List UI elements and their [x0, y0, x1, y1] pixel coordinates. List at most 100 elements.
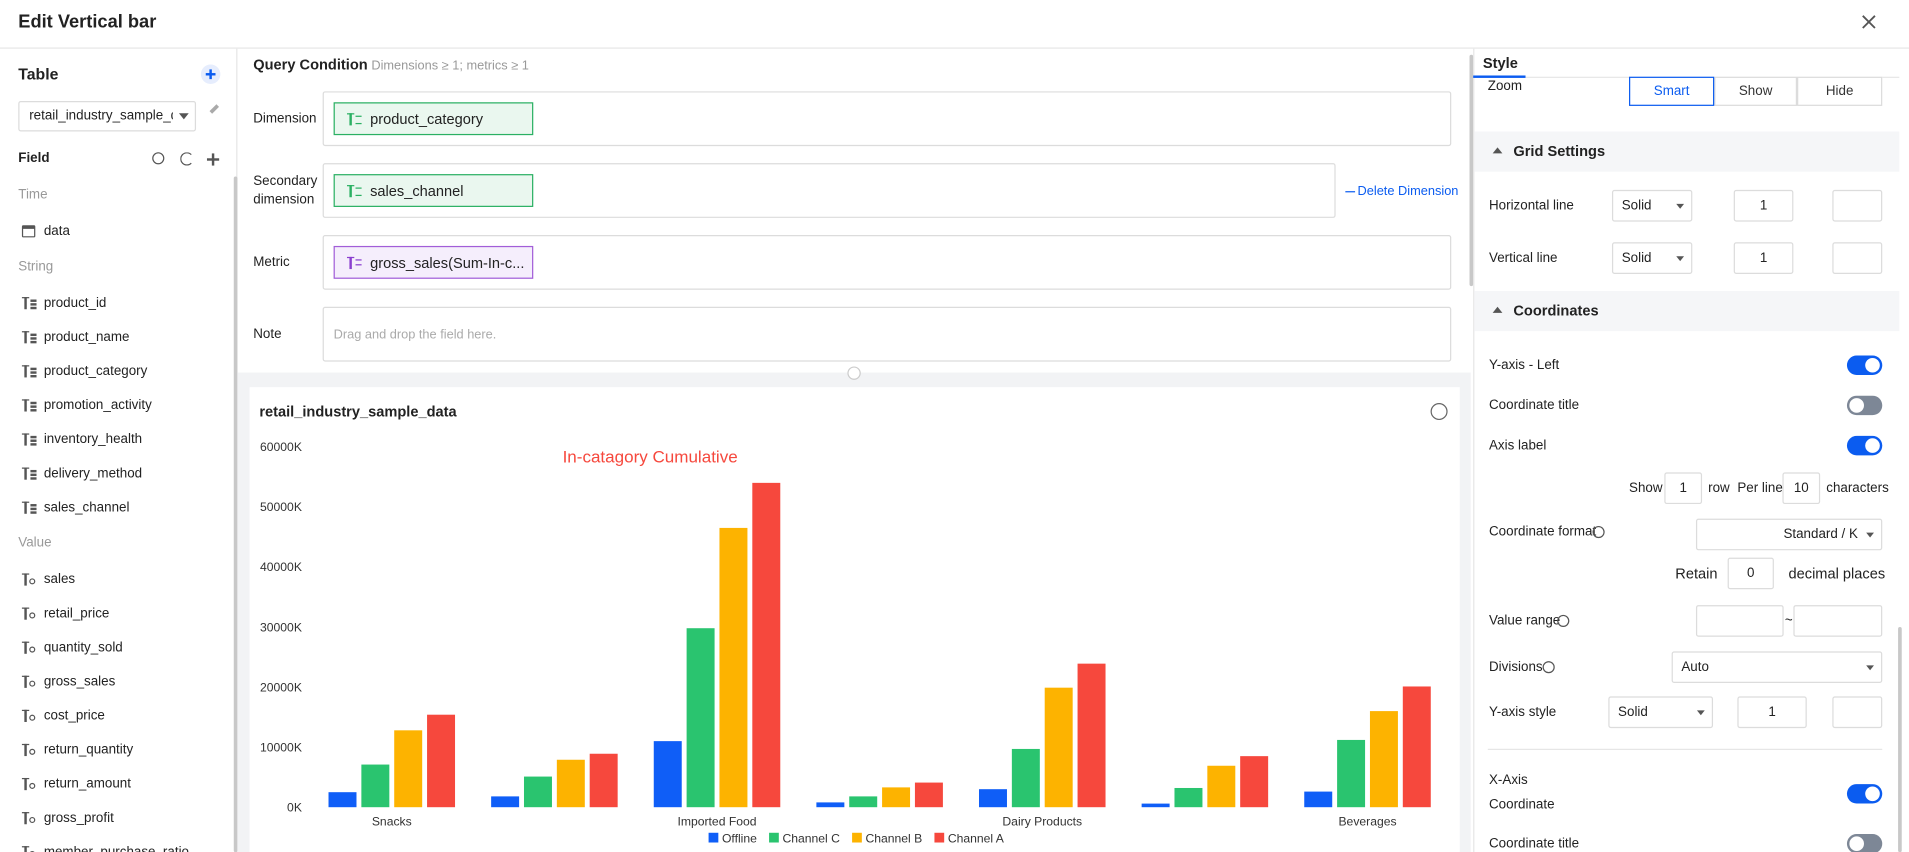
field-chip[interactable]: [333, 245, 534, 279]
input[interactable]: [1832, 189, 1883, 222]
tab: Style: [1482, 54, 1518, 72]
delete-dimension[interactable]: Delete Dimension: [1357, 183, 1459, 198]
y-tick-label: 40000K: [260, 560, 302, 574]
type-icon: [24, 812, 27, 825]
toggle[interactable]: [1846, 355, 1883, 375]
type-icon: [30, 367, 37, 370]
text: row: [1708, 480, 1730, 496]
field-item[interactable]: return_quantity: [43, 742, 134, 758]
table-select[interactable]: [18, 101, 197, 132]
zoom-option[interactable]: [1629, 76, 1715, 106]
field-item[interactable]: gross_profit: [43, 810, 114, 826]
legend-label: Channel A: [948, 832, 1005, 846]
select[interactable]: [1695, 518, 1883, 551]
annotation: In-catagory Cumulative: [563, 448, 738, 467]
select[interactable]: [1608, 696, 1714, 729]
refresh-icon[interactable]: [180, 152, 194, 166]
query-hint: Dimensions ≥ 1; metrics ≥ 1: [371, 58, 529, 74]
field-item[interactable]: product_category: [43, 364, 148, 379]
text: ~: [1784, 613, 1793, 629]
input[interactable]: [1793, 605, 1883, 637]
y-tick-label: 30000K: [260, 620, 302, 634]
zoom-option[interactable]: [1714, 76, 1798, 106]
scrollbar[interactable]: [1898, 627, 1902, 852]
field-group: Time: [18, 187, 48, 203]
field-group: String: [18, 259, 54, 274]
type-icon: [29, 748, 36, 755]
scrollbar[interactable]: [233, 176, 238, 852]
type-icon: [30, 303, 37, 305]
close-button[interactable]: [1862, 15, 1877, 30]
bar: [1077, 663, 1106, 808]
field-label: Axis label: [1489, 438, 1547, 453]
type-icon: [24, 467, 27, 480]
type-icon: [29, 680, 36, 687]
type-icon: [24, 501, 27, 514]
type-icon: [30, 504, 37, 506]
input[interactable]: [1733, 189, 1794, 222]
query-label: Metric: [253, 254, 290, 270]
caret: [1492, 306, 1503, 313]
field-item[interactable]: sales_channel: [43, 500, 130, 516]
field-chip[interactable]: [333, 174, 534, 207]
field-item[interactable]: product_id: [43, 295, 107, 311]
search-icon[interactable]: [152, 152, 165, 165]
zoom-option[interactable]: [1797, 76, 1883, 106]
input[interactable]: [1737, 696, 1807, 729]
bar: [427, 714, 456, 808]
field-item[interactable]: product_name: [43, 329, 130, 345]
type-icon: [30, 374, 37, 377]
input[interactable]: [1832, 696, 1883, 729]
legend-label: Channel C: [782, 832, 840, 846]
field-item[interactable]: promotion_activity: [43, 398, 152, 413]
toggle[interactable]: [1846, 395, 1883, 416]
select[interactable]: [1671, 651, 1883, 684]
type-icon: [30, 507, 37, 510]
input[interactable]: [1782, 472, 1821, 505]
bar: [752, 482, 781, 808]
resize-handle[interactable]: [847, 366, 861, 380]
type-icon: [30, 469, 37, 472]
field-label: Divisions: [1489, 659, 1543, 675]
input[interactable]: [1832, 242, 1883, 274]
toggle[interactable]: [1846, 784, 1883, 804]
input[interactable]: [1695, 605, 1784, 637]
select-text: Standard / K: [1783, 527, 1858, 542]
type-icon: [29, 782, 36, 789]
zoom-option-text: Smart: [1653, 84, 1690, 99]
field-chip[interactable]: [333, 102, 534, 136]
chart-icon[interactable]: [1430, 402, 1448, 421]
field-item[interactable]: sales: [43, 572, 76, 587]
field-item[interactable]: cost_price: [43, 708, 105, 724]
sidebar: [0, 48, 238, 852]
field-item[interactable]: retail_price: [43, 606, 110, 621]
info-icon: [1592, 525, 1605, 539]
chart: retail_industry_sample_data In-catagory C…: [259, 404, 1431, 846]
input[interactable]: [1733, 242, 1794, 274]
type-icon: [24, 399, 27, 412]
type-icon: [24, 777, 27, 791]
field-item[interactable]: quantity_sold: [43, 640, 123, 656]
input[interactable]: [1664, 472, 1703, 505]
legend-label: Offline: [722, 832, 757, 846]
field-item[interactable]: inventory_health: [43, 432, 143, 447]
scrollbar[interactable]: [1469, 54, 1474, 287]
field-item[interactable]: delivery_method: [43, 466, 143, 481]
bar: [1402, 686, 1431, 808]
field-item[interactable]: member_purchase_ratio: [44, 845, 189, 852]
toggle[interactable]: [1846, 435, 1883, 456]
drop-zone[interactable]: [322, 306, 1452, 362]
field-item[interactable]: data: [43, 224, 70, 239]
field-item[interactable]: gross_sales: [43, 674, 116, 690]
type-icon: [30, 333, 37, 336]
field-label: Y-axis style: [1489, 704, 1557, 720]
input[interactable]: [1727, 557, 1774, 590]
y-tick-label: 50000K: [260, 500, 302, 514]
bar: [361, 764, 390, 808]
field-item[interactable]: return_amount: [43, 776, 131, 792]
type-icon: [30, 371, 37, 374]
toggle[interactable]: [1846, 833, 1883, 852]
type-icon: [24, 607, 27, 620]
input-text: 0: [1747, 566, 1755, 581]
field-label: Zoom: [1487, 79, 1523, 94]
